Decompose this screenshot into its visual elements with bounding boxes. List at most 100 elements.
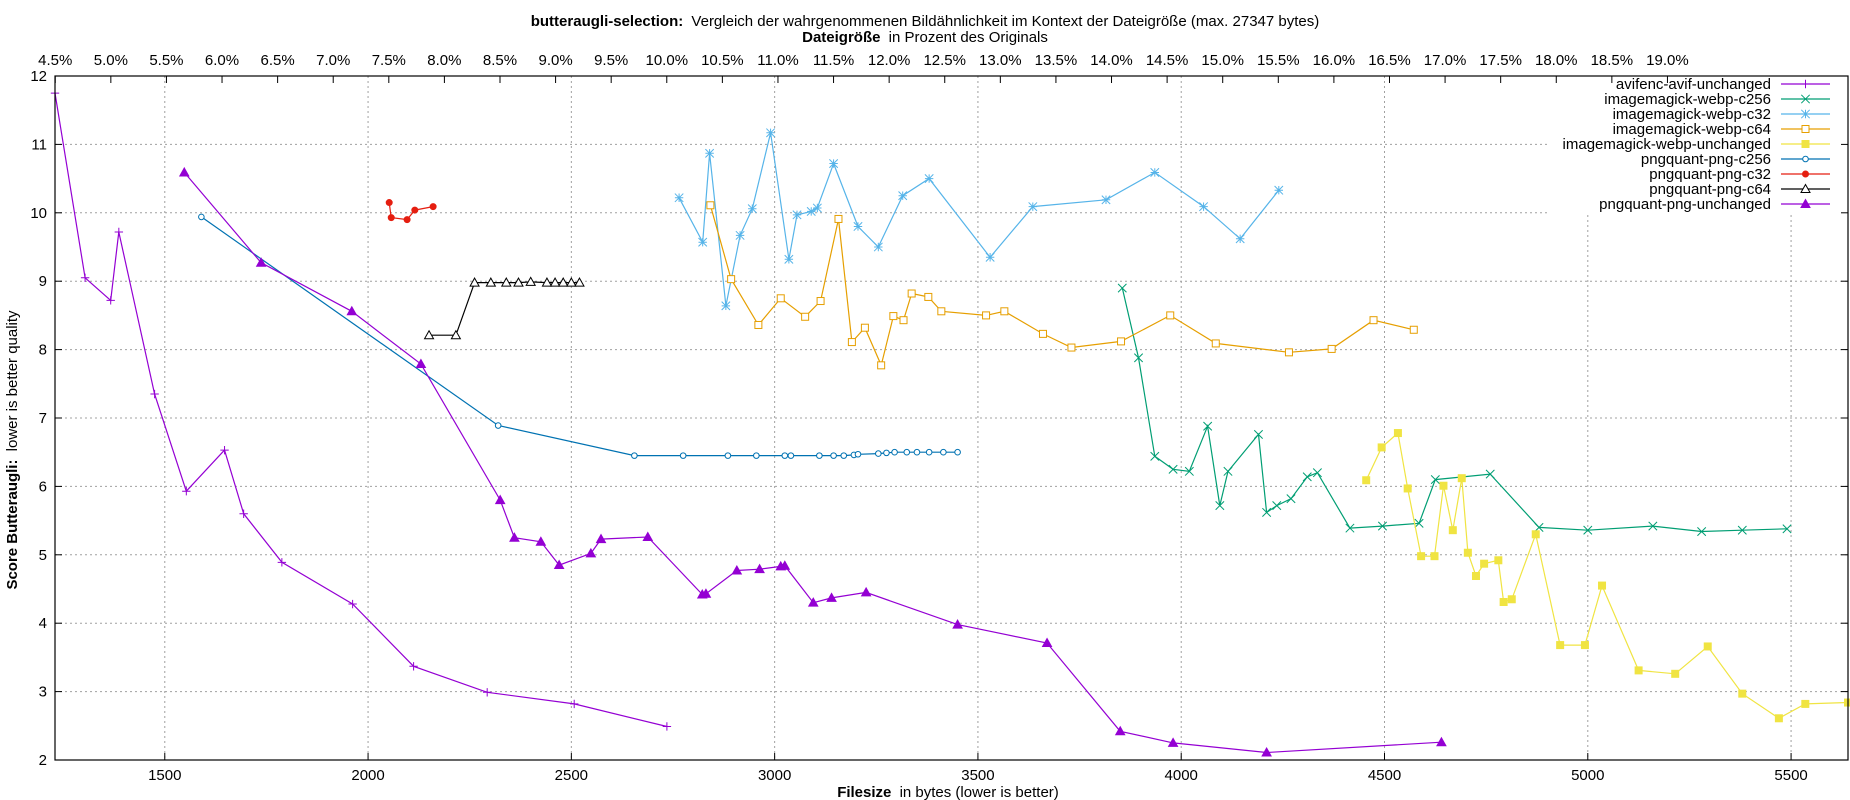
point-marker bbox=[574, 277, 585, 287]
point-marker bbox=[80, 273, 90, 282]
point-marker bbox=[1598, 581, 1607, 590]
legend-item: imagemagick-webp-c256 bbox=[1604, 91, 1830, 108]
point-marker bbox=[1403, 484, 1412, 493]
point-marker bbox=[1000, 307, 1009, 316]
x2-tick-label: 8.5% bbox=[483, 52, 517, 69]
point-marker bbox=[1117, 337, 1126, 346]
point-marker bbox=[875, 450, 882, 457]
y-axis-label: Score Butteraugli: lower is better quali… bbox=[4, 310, 21, 590]
x2-tick-label: 10.0% bbox=[646, 52, 689, 69]
point-marker bbox=[766, 128, 776, 138]
point-marker bbox=[1800, 183, 1811, 193]
x-tick-label: 2000 bbox=[351, 767, 384, 784]
point-marker bbox=[1802, 170, 1809, 178]
x2-tick-label: 5.0% bbox=[94, 52, 128, 69]
point-marker bbox=[925, 448, 933, 456]
legend-item: pngquant-png-c64 bbox=[1649, 181, 1830, 198]
point-marker bbox=[985, 252, 995, 262]
chart-title-bold: butteraugli-selection: bbox=[531, 13, 684, 30]
point-marker bbox=[1377, 443, 1386, 452]
point-marker bbox=[494, 422, 502, 429]
point-marker bbox=[1041, 637, 1053, 648]
point-marker bbox=[1377, 521, 1388, 531]
point-marker bbox=[781, 452, 789, 459]
y-tick-label: 7 bbox=[39, 410, 47, 427]
series-layer bbox=[50, 88, 1850, 757]
point-marker bbox=[585, 547, 597, 558]
point-marker bbox=[1211, 339, 1220, 348]
point-marker bbox=[569, 699, 579, 709]
point-marker bbox=[1534, 522, 1544, 532]
point-marker bbox=[1499, 597, 1508, 606]
point-marker bbox=[1215, 500, 1225, 511]
point-marker bbox=[1480, 559, 1489, 568]
legend-label: pngquant-png-unchanged bbox=[1599, 196, 1771, 213]
point-marker bbox=[1463, 548, 1472, 557]
y-tick-label: 10 bbox=[30, 205, 47, 222]
x2-tick-label: 18.5% bbox=[1591, 52, 1634, 69]
point-marker bbox=[1262, 507, 1272, 517]
series-pngquant-png-c64 bbox=[423, 276, 585, 340]
point-marker bbox=[1430, 475, 1440, 485]
y-tick-label: 2 bbox=[39, 752, 47, 769]
point-marker bbox=[706, 201, 715, 210]
point-marker bbox=[1203, 421, 1213, 431]
x2-tick-label: 14.0% bbox=[1090, 52, 1133, 69]
point-marker bbox=[1261, 746, 1272, 757]
legend-item: pngquant-png-unchanged bbox=[1599, 196, 1830, 213]
chart-title-rest: Vergleich der wahrgenommenen Bildähnlich… bbox=[691, 13, 1319, 30]
point-marker bbox=[1738, 689, 1747, 698]
point-marker bbox=[1199, 202, 1209, 212]
series-line bbox=[429, 281, 580, 336]
point-marker bbox=[792, 210, 802, 220]
series-imagemagick-webp-c64 bbox=[706, 201, 1418, 370]
series-pngquant-png-c256 bbox=[198, 213, 961, 459]
point-marker bbox=[1166, 311, 1175, 320]
point-marker bbox=[387, 214, 395, 222]
point-marker bbox=[982, 311, 991, 320]
point-marker bbox=[779, 560, 791, 570]
point-marker bbox=[1485, 469, 1495, 479]
point-marker bbox=[1448, 526, 1457, 535]
series-line bbox=[709, 205, 1414, 368]
x2-tick-label: 4.5% bbox=[38, 52, 72, 69]
point-marker bbox=[385, 199, 393, 207]
point-marker bbox=[239, 509, 248, 518]
point-marker bbox=[700, 588, 712, 598]
x2-tick-label: 9.0% bbox=[538, 52, 572, 69]
point-marker bbox=[1369, 316, 1378, 325]
x2-tick-label: 12.0% bbox=[868, 52, 911, 69]
x-tick-label: 1500 bbox=[148, 767, 181, 784]
point-marker bbox=[1782, 524, 1792, 534]
point-marker bbox=[403, 216, 411, 224]
point-marker bbox=[423, 329, 435, 340]
point-marker bbox=[873, 242, 883, 252]
point-marker bbox=[924, 292, 933, 301]
legend-label: pngquant-png-c256 bbox=[1641, 151, 1771, 168]
point-marker bbox=[494, 494, 506, 505]
point-marker bbox=[1800, 109, 1811, 119]
point-marker bbox=[482, 688, 492, 697]
point-marker bbox=[937, 307, 946, 316]
y-tick-label: 4 bbox=[39, 615, 47, 632]
y-axis-label-bold: Score Butteraugli: bbox=[4, 460, 21, 590]
point-marker bbox=[1167, 737, 1179, 747]
point-marker bbox=[1274, 185, 1284, 195]
point-marker bbox=[1284, 348, 1293, 357]
point-marker bbox=[889, 312, 898, 321]
point-marker bbox=[1286, 494, 1296, 504]
x2-tick-label: 16.5% bbox=[1368, 52, 1411, 69]
point-marker bbox=[1494, 556, 1503, 565]
point-marker bbox=[565, 277, 577, 287]
point-marker bbox=[525, 276, 537, 286]
point-marker bbox=[415, 358, 427, 368]
point-marker bbox=[150, 389, 159, 399]
x2-tick-label: 11.0% bbox=[757, 52, 798, 69]
point-marker bbox=[1800, 94, 1811, 104]
point-marker bbox=[1648, 521, 1658, 531]
point-marker bbox=[847, 338, 856, 347]
point-marker bbox=[907, 289, 916, 298]
point-marker bbox=[826, 592, 837, 602]
point-marker bbox=[731, 565, 743, 575]
point-marker bbox=[753, 452, 760, 459]
